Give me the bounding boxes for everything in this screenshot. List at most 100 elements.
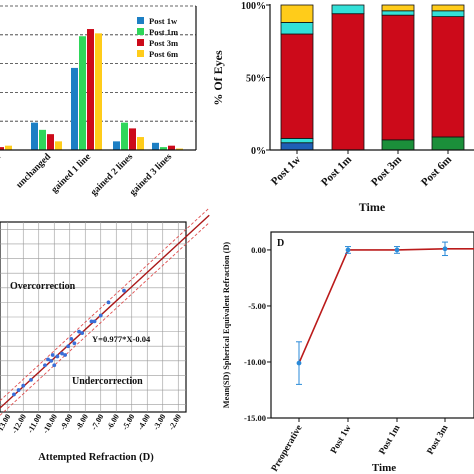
panel-a-legend-label: Post 6m (149, 49, 178, 59)
panel-c-point (52, 363, 57, 368)
panel-c-point (122, 288, 126, 293)
panel-b-bar-segment (280, 21, 314, 35)
panel-c-point (43, 363, 47, 368)
panel-c-point (89, 319, 94, 324)
panel-d-point (296, 360, 302, 366)
panel-a-bar (168, 145, 175, 150)
panel-d-frame (270, 231, 474, 419)
panel-c-x-tick-labels: -13.00-12.00-11.00-10.00 -9.00 -8.00 -7.00-… (0, 413, 183, 435)
panel-a-legend-swatch (137, 39, 144, 46)
panel-a-x-tick-label: gained 3 lines (128, 152, 174, 198)
panel-a-legend-swatch (137, 28, 144, 35)
panel-a-bar (0, 147, 4, 150)
panel-b-x-tick-label: Post 1m (319, 154, 354, 189)
panel-a-bar (71, 67, 78, 150)
panel-c-confidence-line (0, 222, 210, 416)
panel-b-y-axis-label: % Of Eyes (211, 50, 225, 106)
panel-c-regression-equation: Y=0.977*X-0.04 (92, 334, 151, 344)
panel-b-bar-segment (381, 139, 415, 151)
panel-d-y-tick-label: 0.00 (251, 245, 266, 255)
panel-c-scatter-plot: Overcorrection Undercorrection Y=0.977*X… (0, 207, 210, 463)
panel-b-bar-segment (280, 4, 314, 23)
panel-c-x-tick-label: -12.00 (10, 413, 28, 435)
panel-d-x-tick-label: Post 1w (329, 423, 353, 455)
panel-c-confidence-line (0, 207, 210, 402)
panel-a-bar (31, 122, 38, 150)
panel-a-x-tick-label: se (0, 152, 3, 165)
panel-a-bar (87, 29, 94, 150)
panel-c-x-tick-label: -9.00 (58, 413, 74, 432)
panel-b-x-tick-label: Post 6m (419, 154, 454, 189)
panel-c-point (21, 383, 26, 388)
panel-a-legend-label: Post 3m (149, 38, 178, 48)
panel-a-bar (5, 145, 12, 150)
panel-a-bar (176, 148, 183, 150)
panel-d-label: D (277, 238, 284, 249)
panel-b-bar-segment (431, 10, 465, 17)
panel-b-bar-segment (431, 136, 465, 151)
panel-b-y-tick-labels: 0% 50% 100% (241, 1, 270, 157)
panel-c-overcorrection-label: Overcorrection (10, 281, 76, 292)
panel-d-y-tick-label: -5.00 (248, 301, 266, 311)
panel-d-point (345, 247, 351, 253)
panel-c-point (29, 377, 33, 382)
panel-c-x-tick-label: -3.00 (151, 413, 167, 432)
panel-c-regression-line (0, 214, 210, 409)
panel-b-x-tick-label: Post 1w (269, 154, 303, 188)
panel-b-bar-segment (431, 16, 465, 138)
panel-b-bar-segment (280, 33, 314, 139)
panel-a-x-tick-label: gained 1 line (50, 152, 93, 195)
panel-c-point (63, 353, 67, 357)
panel-b-bar-segment (381, 4, 415, 12)
panel-b-bars (280, 4, 465, 151)
panel-c-x-tick-label: -5.00 (120, 413, 136, 432)
panel-a-bar (39, 129, 46, 150)
panel-d-series (296, 241, 474, 385)
panel-c-x-axis-label: Attempted Refraction (D) (38, 452, 154, 463)
panel-b-bar-segment (331, 4, 365, 15)
panel-c-point (69, 337, 74, 341)
panel-c-point (12, 392, 16, 397)
panel-d-y-tick-labels: 0.00 -5.00 -10.00 -15.00 (244, 245, 271, 423)
panel-b-y-tick-label: 100% (241, 1, 266, 12)
panel-a-legend-label: Post 1w (149, 16, 178, 26)
panel-d-line (298, 248, 474, 364)
panel-a-bar (121, 122, 128, 150)
panel-c-point (49, 358, 54, 363)
panel-c-x-tick-label: -2.00 (167, 413, 183, 432)
panel-c-point (55, 354, 60, 359)
panel-c-point (77, 329, 81, 334)
panel-a-legend-label: Post 1m (149, 27, 178, 37)
panel-c-point (98, 313, 103, 318)
panel-c-point (46, 357, 50, 362)
panel-c-point (50, 353, 55, 357)
panel-a-legend-swatch (137, 17, 144, 24)
panel-b-bar-segment (431, 4, 465, 12)
panel-c-point (80, 331, 85, 335)
panel-d-x-tick-label: Preoperative (270, 424, 305, 474)
panel-a-x-tick-label: unchanged (15, 152, 54, 191)
panel-c-point (92, 319, 97, 324)
panel-b-bar-segment (381, 10, 415, 16)
panel-d-x-tick-label: Post 3m (426, 423, 451, 456)
panel-a-bar (137, 137, 144, 150)
panel-b-stacked-bar-chart: % Of Eyes 0% 50% 100% Post 1w Post 1m Post 3… (211, 1, 474, 214)
panel-c-points (12, 288, 126, 397)
panel-b-x-tick-labels: Post 1w Post 1m Post 3m Post 6m (269, 150, 454, 189)
panel-a-bar (47, 134, 54, 150)
panel-b-x-axis-label: Time (359, 200, 386, 214)
panel-d-line-chart: D Mean(SD) Spherical Equivalent Refracti… (222, 231, 474, 474)
panel-c-undercorrection-label: Undercorrection (72, 376, 143, 387)
panel-b-x-tick-label: Post 3m (369, 154, 404, 189)
panel-a-bars (0, 29, 183, 150)
panel-a-bar (113, 141, 120, 150)
panel-a-bar (55, 141, 62, 150)
panel-c-x-tick-label: -7.00 (89, 413, 105, 432)
panel-c-point (16, 388, 21, 392)
panel-d-y-tick-label: -15.00 (244, 413, 266, 423)
panel-b-y-tick-label: 0% (251, 146, 266, 157)
